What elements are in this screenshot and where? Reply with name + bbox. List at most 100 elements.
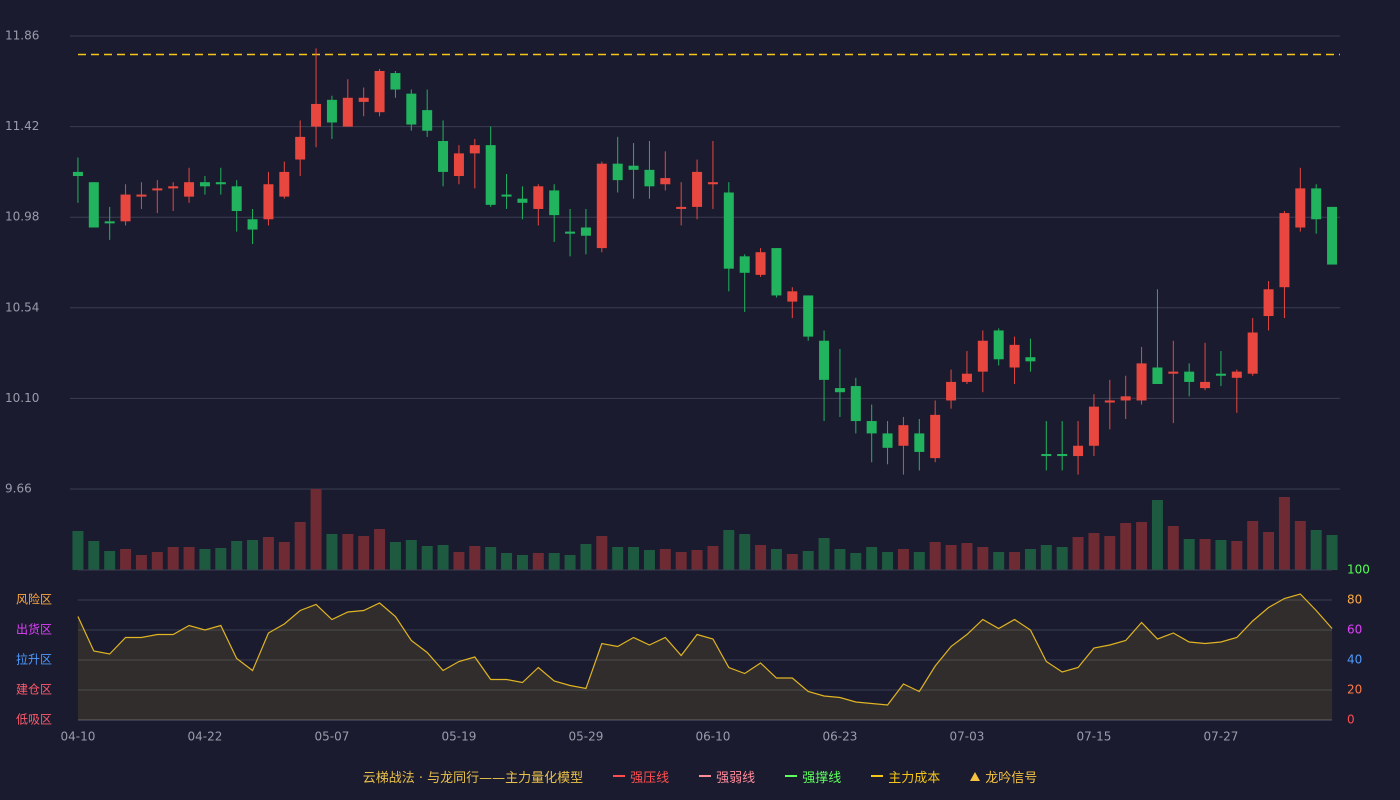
osc-tick-label: 0 [1347,713,1355,727]
candle-body [819,340,830,380]
volume-bar [977,547,989,570]
candle-body [961,373,972,382]
candle-body [517,198,528,203]
volume-bar [897,549,909,570]
candle-body [120,194,131,222]
legend-item: 主力成本 [871,767,940,786]
volume-bar [1040,545,1052,570]
volume-bar [659,549,671,570]
volume-bar [596,536,608,570]
volume-bar [1167,526,1179,570]
legend-swatch [699,775,712,777]
volume-bar [532,553,544,570]
volume-bar [88,541,100,570]
volume-bar [326,534,338,570]
volume-bar [993,552,1005,570]
volume-bar [405,540,417,570]
volume-bar [802,551,814,570]
volume-bar [786,554,798,570]
volume-bar [675,552,687,570]
candle-body [311,103,322,127]
volume-bar [135,555,147,570]
x-tick-label: 05-29 [569,730,604,744]
volume-bar [294,522,306,570]
legend: 云梯战法 · 与龙同行——主力量化模型 强压线 强弱线 强撑线 主力成本 龙吟信号 [0,764,1400,788]
volume-bar [104,551,116,570]
candle-body [358,97,369,102]
candle-body [88,182,99,228]
candle-body [72,171,83,177]
volume-bar [1024,549,1036,570]
y-tick-label: 11.42 [5,119,39,133]
volume-bar [247,540,259,570]
legend-label: 强压线 [630,770,670,786]
volume-bar [628,547,640,570]
candle-body [168,186,179,189]
candle-body [644,169,655,187]
legend-item: 强压线 [613,767,669,786]
osc-area [77,594,1333,720]
volume-bar [1215,540,1227,570]
volume-bar [850,553,862,570]
osc-tick-label: 40 [1347,653,1362,667]
legend-swatch [970,771,981,781]
candle-body [660,178,671,185]
candle-body [1215,373,1226,376]
volume-bar [1136,522,1148,570]
candle-body [850,386,861,422]
volume-bar [421,546,433,570]
candle-body [882,433,893,448]
volume-bar [278,542,290,570]
candle-body [771,248,782,296]
candle-body [1120,396,1131,401]
volume-bar [215,548,227,570]
legend-swatch [613,775,626,777]
candle-body [676,206,687,209]
y-tick-label: 10.98 [5,210,39,224]
volume-bar [1056,547,1068,570]
candle-body [1152,367,1163,384]
candle-body [692,171,703,207]
volume-bar [1231,541,1243,570]
legend-swatch [871,775,884,777]
y-tick-label: 11.86 [5,29,39,43]
candle-body [1231,371,1242,378]
osc-tick-label: 60 [1347,623,1362,637]
volume-bar [437,545,449,570]
candle-body [1104,400,1115,403]
volume-bar [882,552,894,570]
legend-title: 云梯战法 · 与龙同行——主力量化模型 [362,770,584,786]
zone-label: 拉升区 [16,652,52,667]
candle-body [215,182,226,185]
volume-bar [818,538,830,570]
volume-bar [1104,536,1116,570]
candle-body [469,145,480,154]
candle-body [1041,453,1052,457]
volume-bar [183,547,195,570]
candle-body [326,99,337,123]
candle-body [898,425,909,446]
legend-item: 强弱线 [699,767,755,786]
candle-body [977,340,988,372]
volume-bar [1247,521,1259,570]
volume-bar [1072,537,1084,570]
candle-body [1279,213,1290,288]
volume-bar [199,549,211,570]
candle-body [1311,188,1322,220]
candle-body [1009,344,1020,368]
volume-bar [707,546,719,570]
candle-body [453,153,464,177]
volume-bar [691,550,703,570]
candle-body [914,433,925,452]
volume-bar [723,530,735,570]
candle-body [295,136,306,160]
volume-bar [516,555,528,570]
candle-body [1057,453,1068,457]
candle-body [723,192,734,269]
candle-body [930,414,941,459]
candle-body [1247,332,1258,374]
volume-bar [612,547,624,570]
candle-body [1184,371,1195,382]
volume-bar [961,543,973,570]
candle-body [1136,363,1147,401]
